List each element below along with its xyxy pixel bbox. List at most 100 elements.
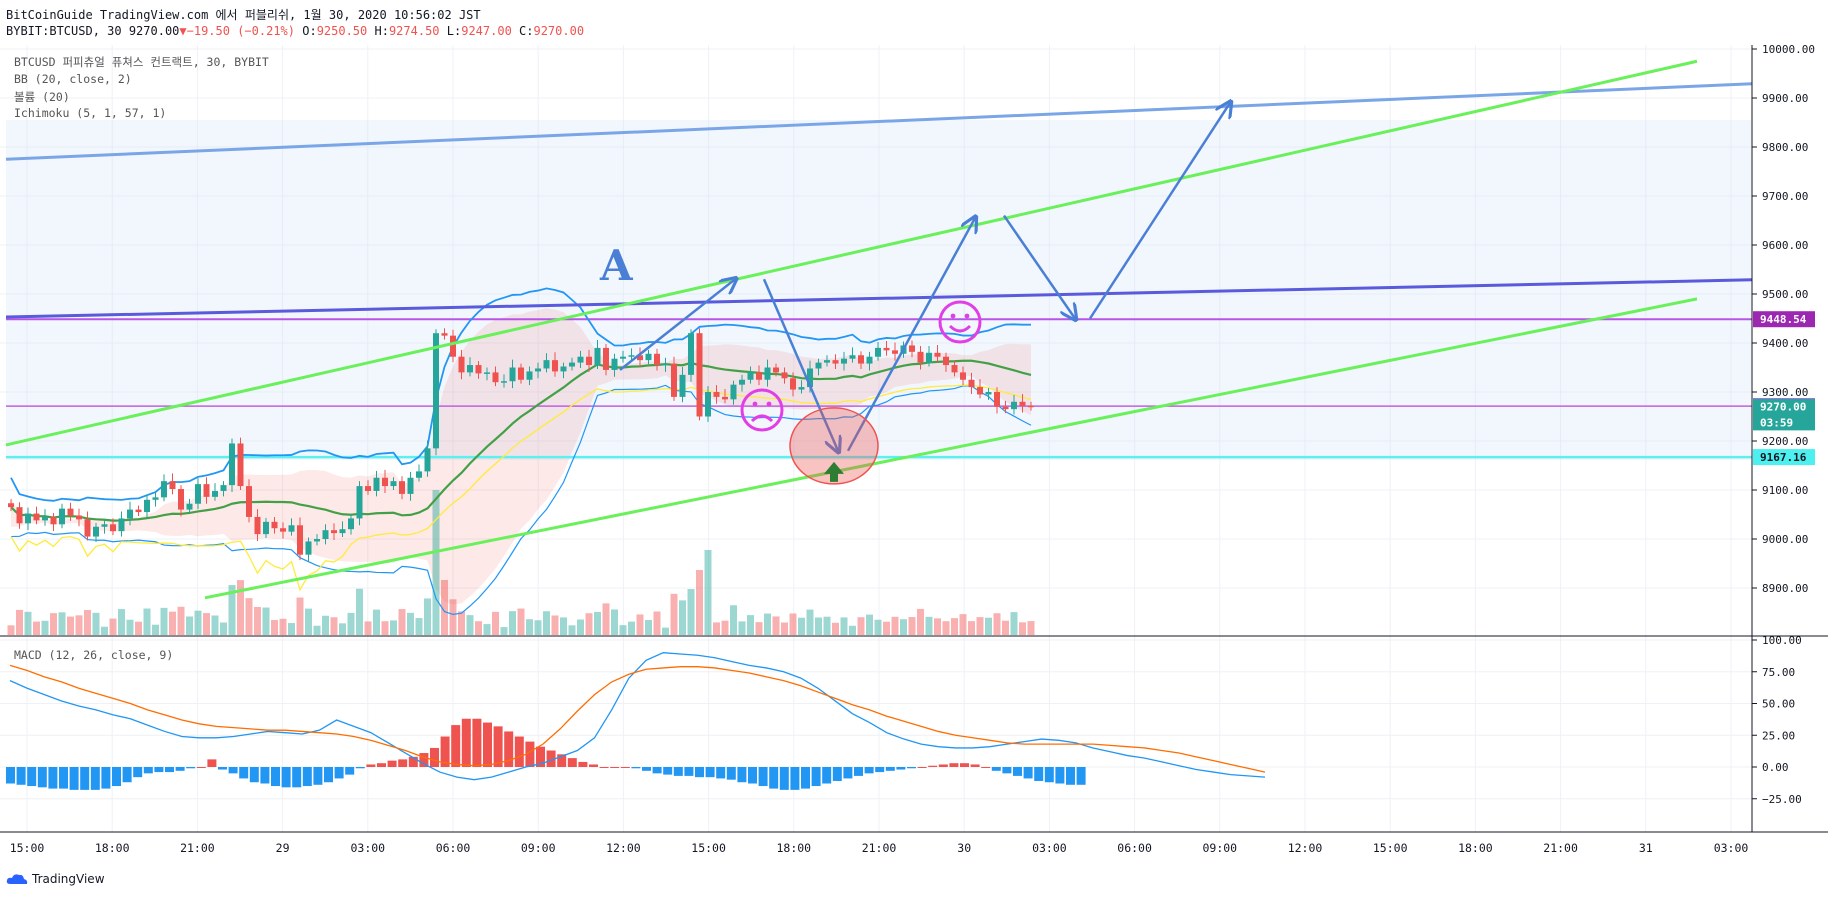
- macd-histogram-bar: [801, 767, 810, 789]
- volume-bar: [330, 617, 338, 635]
- face-mouth: [750, 414, 774, 423]
- volume-bar: [636, 614, 644, 635]
- macd-histogram-bar: [885, 767, 895, 771]
- candle-body: [84, 519, 91, 537]
- volume-bar: [228, 585, 236, 635]
- volume-bar: [526, 619, 533, 635]
- candle-body: [152, 497, 159, 500]
- macd-histogram-bar: [80, 767, 90, 790]
- volume-bar: [245, 598, 253, 635]
- macd-histogram-bar: [790, 767, 800, 790]
- volume-bar: [356, 588, 363, 635]
- time-tick-label: 15:00: [10, 841, 45, 855]
- volume-bar: [602, 603, 610, 635]
- mid-trend-line: [5, 278, 1753, 319]
- volume-bar: [993, 613, 1001, 635]
- volume-bar: [160, 607, 168, 635]
- candle-body: [645, 353, 652, 361]
- macd-histogram-bar: [599, 767, 609, 768]
- time-tick-label: 12:00: [606, 841, 641, 855]
- candle-body: [42, 516, 48, 521]
- candle-body: [50, 516, 57, 525]
- candle-body: [373, 477, 380, 491]
- volume-bar: [92, 612, 100, 635]
- candle-body: [305, 541, 312, 555]
- volume-bar: [628, 621, 635, 635]
- volume-bar: [41, 620, 49, 635]
- candle-body: [93, 526, 99, 537]
- candle-body: [356, 486, 363, 519]
- volume-bar: [789, 613, 797, 635]
- macd-histogram-bar: [1055, 767, 1065, 784]
- candle-body: [492, 372, 499, 383]
- price-tick-label: 9900.00: [1762, 92, 1808, 105]
- candle-body: [25, 513, 31, 524]
- candle-body: [994, 392, 1000, 407]
- macd-histogram-bar: [758, 767, 768, 787]
- volume-bar: [560, 617, 567, 635]
- candle-body: [875, 347, 881, 357]
- price-change: ▼−19.50 (−0.21%): [179, 24, 295, 38]
- macd-histogram-bar: [896, 767, 906, 770]
- macd-histogram-bar: [1076, 767, 1086, 785]
- volume-bar: [721, 620, 729, 635]
- candle-body: [594, 347, 601, 366]
- channel-bottom-line: [204, 297, 1698, 600]
- candle-body: [951, 365, 958, 373]
- volume-bar: [135, 621, 142, 635]
- macd-histogram-bar: [1034, 767, 1044, 781]
- close-label: C:: [519, 24, 534, 38]
- volume-bar: [849, 625, 856, 635]
- price-tick-label: 9600.00: [1762, 239, 1808, 252]
- macd-histogram-bar: [938, 764, 948, 767]
- candle-body: [33, 513, 40, 521]
- macd-histogram-bar: [779, 767, 789, 790]
- candle-body: [186, 503, 193, 510]
- price-label-bg: [1753, 449, 1815, 466]
- candle-body: [280, 528, 286, 532]
- ichimoku-line: [10, 384, 1032, 592]
- volume-bar: [696, 570, 703, 635]
- legend-bb: BB (20, close, 2): [14, 72, 132, 86]
- volume-bar: [840, 617, 848, 635]
- candle-body: [518, 367, 524, 380]
- macd-histogram-bar: [769, 767, 779, 789]
- time-tick-label: 03:00: [1714, 841, 1749, 855]
- volume-bar: [755, 622, 763, 635]
- volume-bar: [747, 615, 754, 635]
- candle-body: [1002, 406, 1009, 410]
- candle-body: [866, 356, 873, 364]
- candle-body: [688, 333, 694, 375]
- tradingview-logo[interactable]: TradingView: [6, 872, 105, 886]
- volume-bar: [687, 589, 695, 635]
- macd-tick-label: 50.00: [1762, 698, 1795, 711]
- candle-body: [577, 356, 584, 363]
- candle-body: [8, 503, 14, 508]
- macd-histogram-bar: [324, 767, 333, 783]
- candle-body: [424, 448, 431, 472]
- macd-histogram-bar: [811, 767, 821, 787]
- volume-bar: [279, 618, 287, 635]
- volume-bar: [16, 609, 23, 635]
- candle-body: [246, 486, 252, 517]
- volume-bar: [619, 625, 627, 635]
- candle-body: [220, 485, 227, 491]
- macd-histogram-bar: [122, 767, 132, 783]
- macd-histogram-bar: [981, 767, 991, 768]
- face-eye: [964, 313, 970, 319]
- candle-body: [815, 362, 822, 369]
- volume-bar: [568, 625, 576, 635]
- candle-body: [849, 355, 856, 359]
- macd-histogram-bar: [430, 747, 439, 767]
- candle-body: [586, 356, 592, 366]
- macd-histogram-bar: [207, 759, 217, 767]
- candle-body: [271, 521, 278, 529]
- macd-histogram-bar: [705, 767, 715, 778]
- volume-bar: [296, 597, 304, 635]
- bb-upper: [10, 287, 1032, 502]
- macd-histogram-bar: [663, 767, 673, 775]
- macd-histogram-bar: [281, 767, 291, 788]
- candle-body: [790, 378, 796, 390]
- volume-bar: [398, 609, 406, 635]
